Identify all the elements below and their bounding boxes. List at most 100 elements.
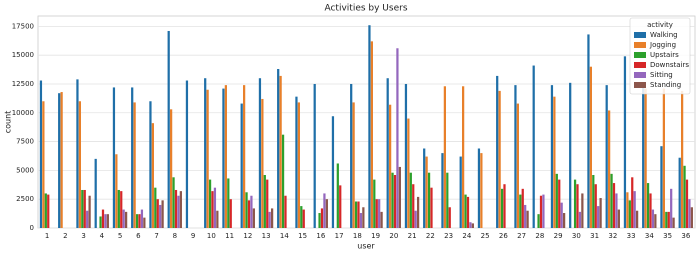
bar bbox=[587, 34, 590, 228]
bar bbox=[688, 199, 691, 228]
bar bbox=[581, 193, 584, 228]
bar bbox=[448, 207, 451, 228]
bar bbox=[172, 177, 175, 228]
x-tick-label: 8 bbox=[173, 232, 177, 240]
y-tick-label: 2500 bbox=[16, 195, 34, 203]
x-tick-label: 13 bbox=[262, 232, 271, 240]
x-tick-label: 36 bbox=[681, 232, 690, 240]
bar bbox=[368, 25, 371, 228]
x-tick-label: 1 bbox=[45, 232, 49, 240]
bar bbox=[480, 153, 483, 228]
bar bbox=[302, 209, 305, 228]
bar bbox=[407, 118, 410, 228]
x-tick-label: 23 bbox=[444, 232, 453, 240]
bar bbox=[594, 184, 597, 228]
bar bbox=[224, 85, 227, 228]
bar bbox=[81, 189, 84, 228]
bar bbox=[300, 206, 303, 228]
bar bbox=[477, 148, 481, 228]
bar bbox=[464, 194, 467, 228]
bar bbox=[167, 30, 170, 229]
bar bbox=[138, 214, 141, 228]
x-tick-label: 31 bbox=[590, 232, 599, 240]
bar bbox=[161, 200, 164, 228]
x-tick-label: 20 bbox=[389, 232, 398, 240]
bar bbox=[58, 93, 61, 229]
legend-label: Upstairs bbox=[650, 51, 679, 59]
legend-label: Downstairs bbox=[650, 61, 689, 69]
bar bbox=[122, 209, 125, 228]
x-tick-label: 17 bbox=[335, 232, 344, 240]
bar bbox=[86, 210, 89, 228]
bar bbox=[279, 75, 282, 228]
bar bbox=[208, 179, 212, 228]
bar bbox=[654, 214, 657, 228]
bar bbox=[133, 102, 136, 228]
bar bbox=[631, 177, 634, 228]
legend-swatch bbox=[634, 82, 646, 88]
bar bbox=[373, 179, 376, 228]
bar bbox=[443, 86, 446, 228]
bar bbox=[396, 48, 399, 229]
bar bbox=[589, 66, 592, 229]
bar bbox=[143, 217, 146, 228]
x-tick-label: 30 bbox=[572, 232, 581, 240]
bar bbox=[354, 201, 358, 228]
bar bbox=[662, 88, 665, 228]
bar bbox=[514, 85, 517, 228]
bar bbox=[151, 123, 154, 228]
bar bbox=[539, 195, 543, 228]
bar bbox=[88, 195, 91, 228]
x-tick-label: 22 bbox=[426, 232, 435, 240]
bar bbox=[44, 193, 47, 228]
x-tick-label: 16 bbox=[316, 232, 325, 240]
x-tick-label: 29 bbox=[554, 232, 563, 240]
bar bbox=[268, 211, 271, 228]
bar bbox=[672, 217, 675, 228]
bar bbox=[170, 109, 173, 228]
bar bbox=[284, 195, 287, 228]
bar bbox=[362, 207, 365, 228]
bar bbox=[651, 209, 655, 228]
bar bbox=[446, 172, 449, 228]
bar bbox=[177, 195, 180, 228]
y-tick-label: 7500 bbox=[16, 138, 34, 146]
chart-title: Activities by Users bbox=[324, 4, 407, 14]
bar bbox=[635, 210, 639, 228]
bar bbox=[94, 158, 97, 228]
bar bbox=[683, 165, 686, 228]
x-tick-label: 35 bbox=[663, 232, 672, 240]
bar bbox=[537, 214, 540, 228]
bar bbox=[578, 211, 582, 228]
legend-swatch bbox=[634, 42, 646, 48]
bar bbox=[331, 116, 335, 228]
bar bbox=[516, 103, 519, 228]
y-tick-label: 17500 bbox=[12, 22, 34, 30]
bar bbox=[646, 183, 650, 228]
plot-area bbox=[37, 15, 696, 229]
bar bbox=[277, 69, 280, 228]
bar bbox=[83, 189, 86, 228]
bar bbox=[660, 146, 663, 228]
bar bbox=[605, 85, 608, 228]
x-tick-label: 2 bbox=[63, 232, 67, 240]
bar bbox=[320, 208, 324, 228]
bar bbox=[352, 102, 355, 228]
bar bbox=[558, 179, 561, 228]
bar bbox=[500, 188, 504, 228]
legend-label: Standing bbox=[650, 81, 681, 89]
bar bbox=[389, 104, 392, 228]
bar bbox=[615, 193, 618, 228]
bar bbox=[667, 211, 670, 228]
bar bbox=[542, 194, 545, 228]
bar bbox=[414, 210, 417, 228]
x-tick-label: 24 bbox=[462, 232, 471, 240]
legend-swatch bbox=[634, 32, 646, 38]
legend-swatch bbox=[634, 72, 646, 78]
bar bbox=[441, 153, 444, 228]
bar bbox=[391, 172, 394, 228]
bar bbox=[524, 204, 527, 228]
bar bbox=[610, 173, 613, 228]
legend-label: Walking bbox=[650, 31, 678, 39]
